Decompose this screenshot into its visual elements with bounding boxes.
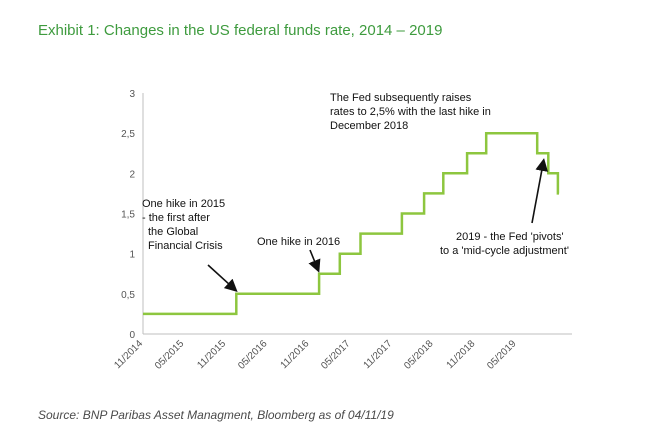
y-tick-label: 0,5 xyxy=(121,290,135,301)
y-tick-label: 2,5 xyxy=(121,129,135,140)
annotation-text-line: The Fed subsequently raises xyxy=(330,92,472,104)
x-tick-label: 05/2016 xyxy=(236,338,270,372)
x-tick-label: 05/2019 xyxy=(485,338,519,372)
y-tick-label: 3 xyxy=(129,89,135,100)
y-tick-label: 1,5 xyxy=(121,210,135,221)
y-tick-label: 0 xyxy=(129,330,135,341)
annotation-text-line: 2019 - the Fed 'pivots' xyxy=(456,231,564,243)
annotation-4: 2019 - the Fed 'pivots' to a 'mid-cycle a… xyxy=(440,158,569,257)
source-note: Source: BNP Paribas Asset Managment, Blo… xyxy=(38,408,394,422)
annotation-text-line: Financial Crisis xyxy=(148,240,223,252)
annotation-1: One hike in 2015 - the first after the Glo… xyxy=(142,198,238,292)
annotation-text-line: One hike in 2015 xyxy=(142,198,225,210)
x-tick-label: 05/2015 xyxy=(153,338,187,372)
annotation-text-line: the Global xyxy=(148,226,198,238)
y-tick-label: 2 xyxy=(129,169,135,180)
page-title: Exhibit 1: Changes in the US federal fun… xyxy=(38,22,443,39)
annotation-3: The Fed subsequently raises rates to 2,5%… xyxy=(330,92,491,132)
series-group xyxy=(143,131,560,316)
y-axis-ticks: 0 0,5 1 1,5 2 2,5 3 xyxy=(121,89,135,341)
x-tick-label: 05/2018 xyxy=(402,338,436,372)
annotation-text-line: rates to 2,5% with the last hike in xyxy=(330,106,491,118)
annotation-text-line: to a 'mid-cycle adjustment' xyxy=(440,245,569,257)
annotation-text-line: - the first after xyxy=(142,212,210,224)
y-tick-label: 1 xyxy=(129,250,135,261)
x-axis-ticks: 11/2014 05/2015 11/2015 05/2016 11/2016 05/20… xyxy=(112,338,519,372)
x-tick-label: 11/2015 xyxy=(195,338,228,371)
annotations-group: One hike in 2015 - the first after the Glo… xyxy=(142,92,569,292)
annotation-arrow xyxy=(531,158,549,224)
x-tick-label: 11/2016 xyxy=(279,338,312,371)
x-tick-label: 05/2017 xyxy=(319,338,353,372)
annotation-2: One hike in 2016 xyxy=(257,236,340,273)
annotation-arrow xyxy=(207,264,238,292)
x-tick-label: 11/2014 xyxy=(112,338,145,371)
annotation-arrow xyxy=(308,249,321,273)
rate-series-line xyxy=(143,131,560,316)
annotation-text-line: One hike in 2016 xyxy=(257,236,340,248)
annotation-text-line: December 2018 xyxy=(330,120,408,132)
x-tick-label: 11/2017 xyxy=(362,338,395,371)
x-tick-label: 11/2018 xyxy=(445,338,478,371)
